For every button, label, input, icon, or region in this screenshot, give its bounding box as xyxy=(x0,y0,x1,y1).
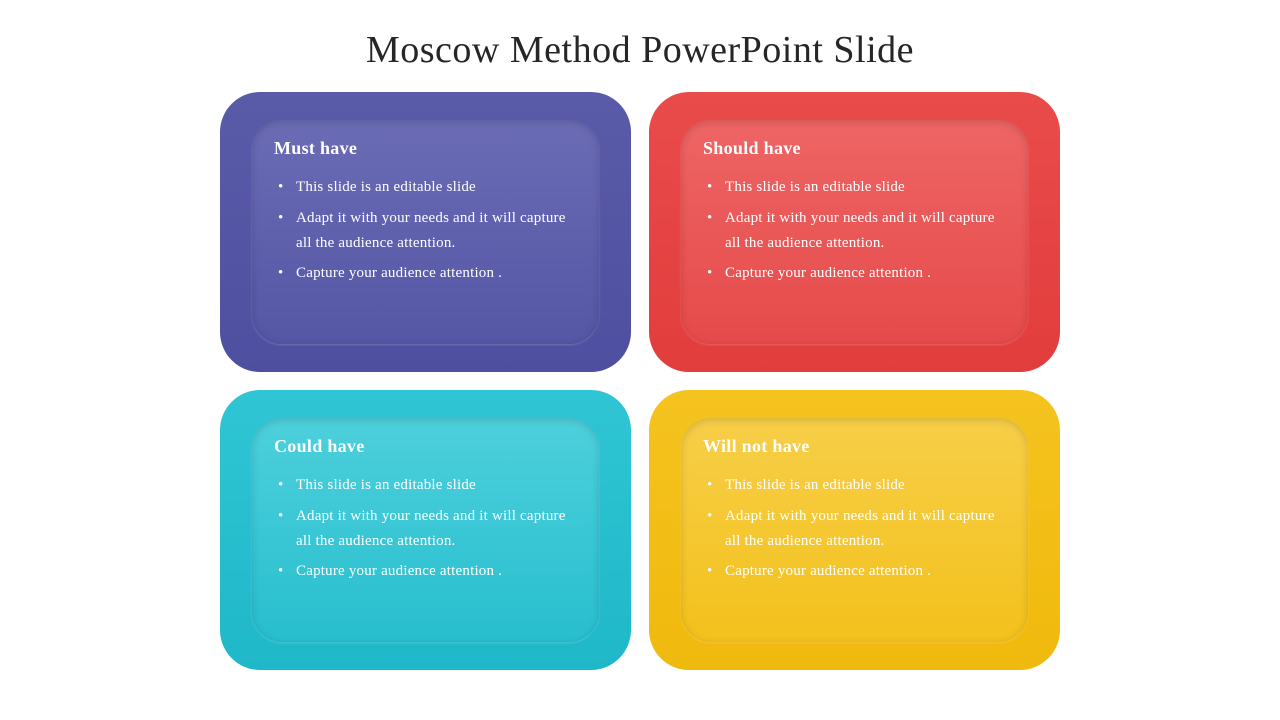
bullet-list: This slide is an editable slide Adapt it… xyxy=(703,473,1006,584)
card-inner: Could have This slide is an editable sli… xyxy=(252,418,599,642)
card-title: Could have xyxy=(274,436,577,457)
list-item: Capture your audience attention . xyxy=(703,559,1006,584)
list-item: This slide is an editable slide xyxy=(274,473,577,498)
list-item: This slide is an editable slide xyxy=(274,175,577,200)
list-item: Adapt it with your needs and it will cap… xyxy=(274,504,577,554)
card-grid: Must have This slide is an editable slid… xyxy=(0,92,1280,700)
card-title: Should have xyxy=(703,138,1006,159)
card-could-have: Could have This slide is an editable sli… xyxy=(220,390,631,670)
list-item: Adapt it with your needs and it will cap… xyxy=(274,206,577,256)
card-title: Must have xyxy=(274,138,577,159)
slide-title: Moscow Method PowerPoint Slide xyxy=(0,0,1280,92)
list-item: Adapt it with your needs and it will cap… xyxy=(703,206,1006,256)
list-item: Capture your audience attention . xyxy=(703,261,1006,286)
card-inner: Should have This slide is an editable sl… xyxy=(681,120,1028,344)
card-must-have: Must have This slide is an editable slid… xyxy=(220,92,631,372)
list-item: Capture your audience attention . xyxy=(274,559,577,584)
card-title: Will not have xyxy=(703,436,1006,457)
card-should-have: Should have This slide is an editable sl… xyxy=(649,92,1060,372)
list-item: Capture your audience attention . xyxy=(274,261,577,286)
card-inner: Must have This slide is an editable slid… xyxy=(252,120,599,344)
list-item: This slide is an editable slide xyxy=(703,473,1006,498)
card-inner: Will not have This slide is an editable … xyxy=(681,418,1028,642)
card-will-not-have: Will not have This slide is an editable … xyxy=(649,390,1060,670)
bullet-list: This slide is an editable slide Adapt it… xyxy=(274,473,577,584)
bullet-list: This slide is an editable slide Adapt it… xyxy=(703,175,1006,286)
bullet-list: This slide is an editable slide Adapt it… xyxy=(274,175,577,286)
list-item: Adapt it with your needs and it will cap… xyxy=(703,504,1006,554)
list-item: This slide is an editable slide xyxy=(703,175,1006,200)
